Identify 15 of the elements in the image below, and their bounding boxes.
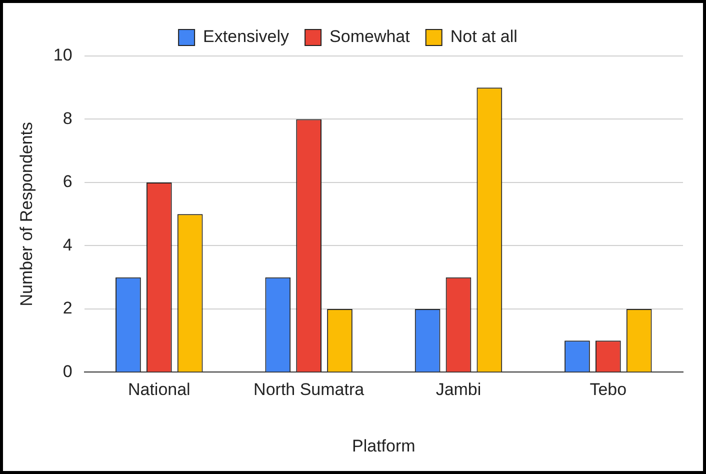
legend-label: Not at all <box>450 27 518 46</box>
x-tick-label: North Sumatra <box>254 380 365 400</box>
x-axis-title: Platform <box>352 436 416 456</box>
y-tick-label: 2 <box>62 298 72 318</box>
y-axis-title: Number of Respondents <box>16 122 36 306</box>
legend-label: Extensively <box>203 27 290 46</box>
y-tick-label: 10 <box>53 46 72 65</box>
x-tick-label: National <box>128 380 190 400</box>
y-tick-label: 0 <box>62 362 72 381</box>
x-tick-label: Tebo <box>590 380 627 400</box>
y-tick-label: 8 <box>62 108 72 128</box>
y-tick-label: 4 <box>62 235 72 254</box>
y-tick-label: 6 <box>62 172 72 192</box>
x-tick-label: Jambi <box>436 380 482 400</box>
legend-label: Somewhat <box>330 27 410 46</box>
